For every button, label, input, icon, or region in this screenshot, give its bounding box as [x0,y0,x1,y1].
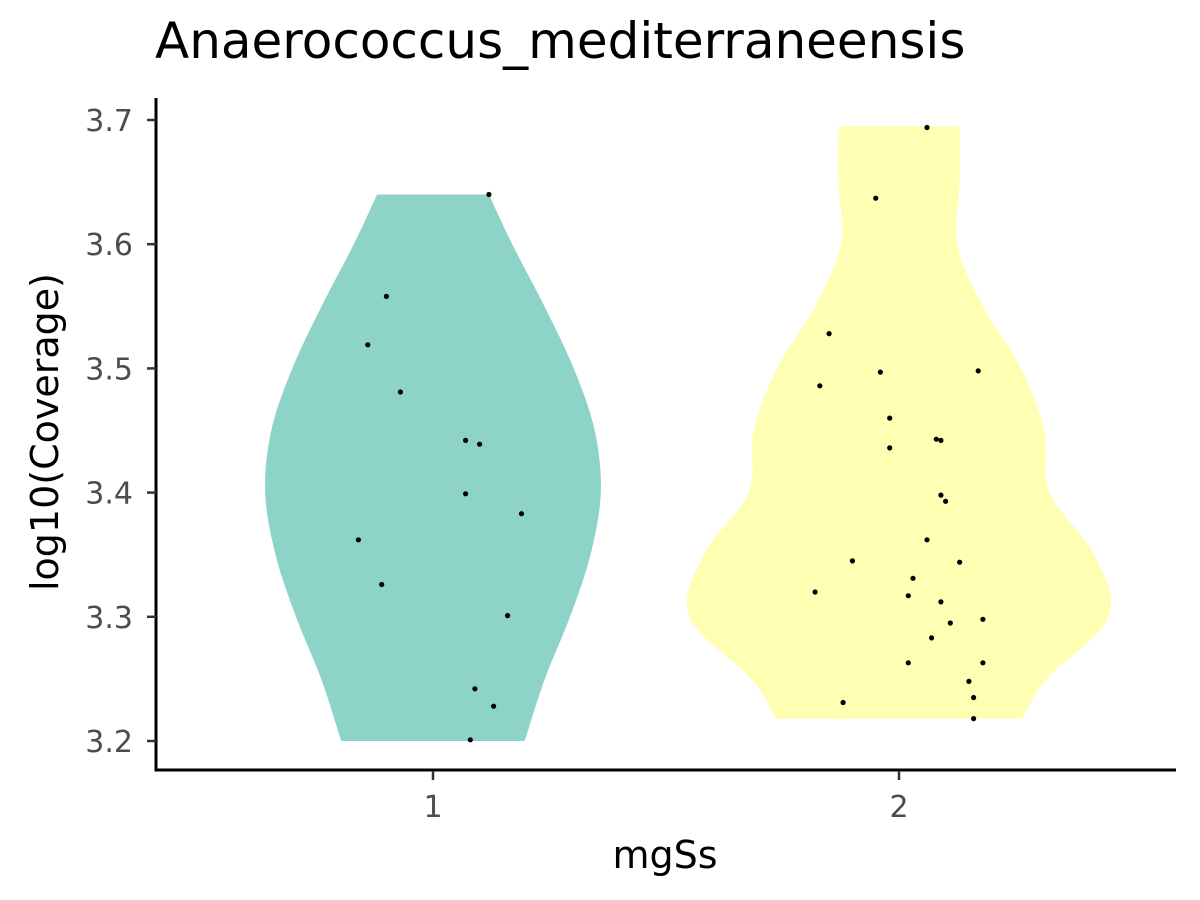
data-point [938,492,944,498]
data-point [477,441,483,447]
data-point [980,616,986,622]
data-point [877,369,884,375]
chart-title: Anaerococcus_mediterraneensis [155,12,966,70]
data-point [873,195,879,201]
data-point [518,511,525,517]
y-tick-label: 3.7 [85,104,133,139]
data-point [957,559,963,565]
data-point [817,383,823,389]
data-point [467,737,473,743]
data-point [943,498,949,504]
y-tick-label: 3.3 [85,601,133,636]
data-point [355,537,361,543]
data-point [379,581,385,588]
data-point [887,415,893,421]
points-layer [355,124,986,743]
data-point [910,575,916,581]
data-point [924,537,930,543]
data-point [929,635,935,641]
data-point [971,716,977,722]
data-point [505,613,511,619]
data-point [491,703,497,709]
data-point [971,694,977,701]
y-tick-label: 3.6 [85,228,133,263]
violins-layer [265,126,1112,741]
data-point [938,437,944,443]
data-point [975,368,981,374]
data-point [924,124,930,131]
data-point [966,678,972,685]
data-point [840,699,846,706]
data-point [812,589,818,595]
data-point [826,331,832,337]
y-tick-label: 3.2 [85,725,133,760]
x-axis-title: mgSs [612,833,717,877]
data-point [486,191,492,198]
data-point [472,686,478,692]
data-point [463,437,469,443]
data-point [938,599,944,605]
data-point [933,436,939,442]
data-point [365,342,371,348]
y-tick-label: 3.5 [85,352,133,387]
violin-group-2 [686,126,1112,719]
data-point [383,293,389,299]
data-point [463,491,469,497]
data-point [905,660,911,666]
x-tick-label: 1 [423,790,442,825]
data-point [887,445,893,451]
data-point [947,620,953,626]
y-axis-title: log10(Coverage) [23,273,67,591]
data-point [980,660,986,666]
data-point [905,593,911,599]
violin-group-1 [265,194,601,741]
y-ticks: 3.2 3.3 3.4 3.5 3.6 3.7 [85,104,156,760]
y-tick-label: 3.4 [85,477,133,512]
data-point [849,558,856,564]
x-tick-label: 2 [889,790,908,825]
data-point [397,389,403,395]
